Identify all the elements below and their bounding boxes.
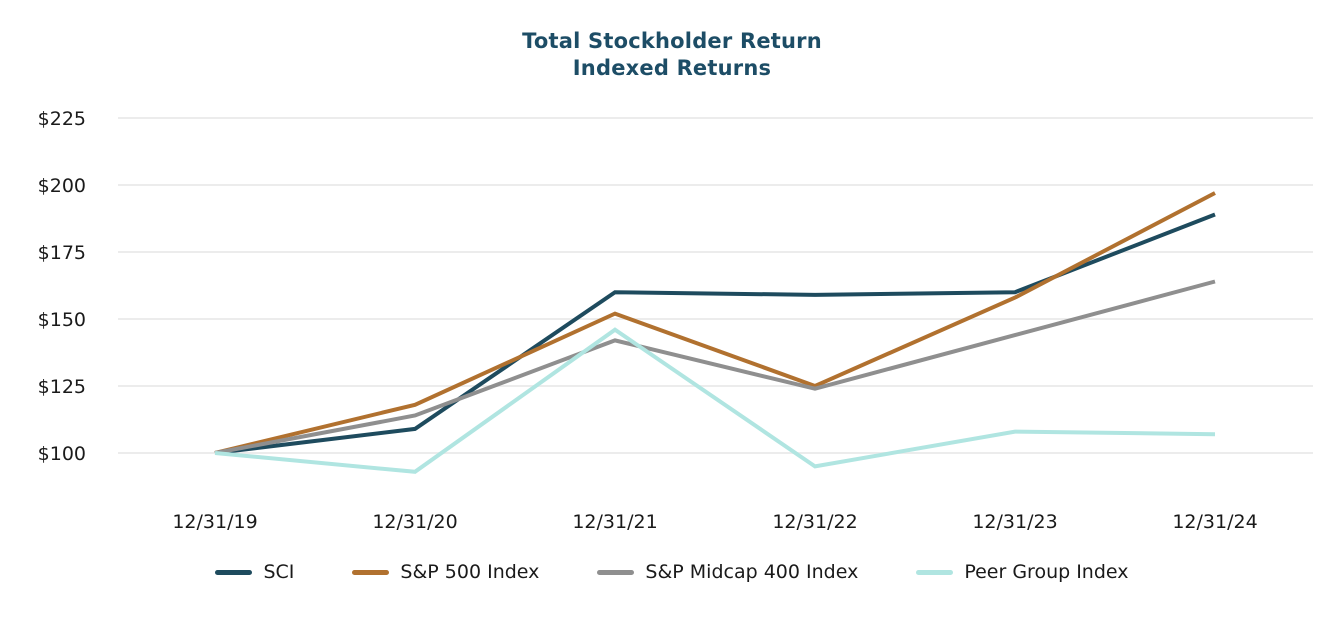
y-axis-label: $125 — [38, 376, 86, 398]
chart-title-line1: Total Stockholder Return — [522, 29, 822, 53]
legend-label: S&P 500 Index — [400, 561, 540, 583]
legend-label: S&P Midcap 400 Index — [645, 561, 859, 583]
plot-area: $100 $125 $150 $175 $200 $225 12/31/19 12/31/20… — [38, 108, 1313, 533]
chart-legend: SCI S&P 500 Index S&P Midcap 400 Index Peer… — [0, 561, 1344, 583]
legend-swatch — [597, 569, 635, 575]
series-line-peer-group-index — [214, 327, 1216, 474]
y-axis-label: $100 — [38, 443, 86, 465]
chart-title-line2: Indexed Returns — [572, 56, 772, 80]
x-axis-label: 12/31/19 — [172, 511, 257, 533]
x-axis-label: 12/31/20 — [372, 511, 457, 533]
legend-item-sci: SCI — [215, 561, 294, 583]
legend-swatch — [215, 569, 253, 575]
x-axis-label: 12/31/23 — [972, 511, 1057, 533]
legend-label: Peer Group Index — [964, 561, 1129, 583]
series-line-s-p-500-index — [214, 191, 1216, 455]
x-axis-label: 12/31/24 — [1172, 511, 1257, 533]
x-axis-label: 12/31/22 — [772, 511, 857, 533]
x-axis-label: 12/31/21 — [572, 511, 657, 533]
legend-item-s-p-midcap-400-index: S&P Midcap 400 Index — [597, 561, 858, 583]
y-axis-label: $150 — [38, 309, 86, 331]
legend-swatch — [916, 569, 954, 575]
series-line-s-p-midcap-400-index — [214, 279, 1216, 455]
y-axis-label: $200 — [38, 175, 86, 197]
legend-item-peer-group-index: Peer Group Index — [916, 561, 1129, 583]
y-axis-label: $225 — [38, 108, 86, 130]
legend-label: SCI — [263, 561, 295, 583]
y-axis-label: $175 — [38, 242, 86, 264]
chart-title: Total Stockholder Return Indexed Returns — [0, 28, 1344, 82]
legend-item-s-p-500-index: S&P 500 Index — [352, 561, 539, 583]
legend-swatch — [352, 569, 390, 575]
